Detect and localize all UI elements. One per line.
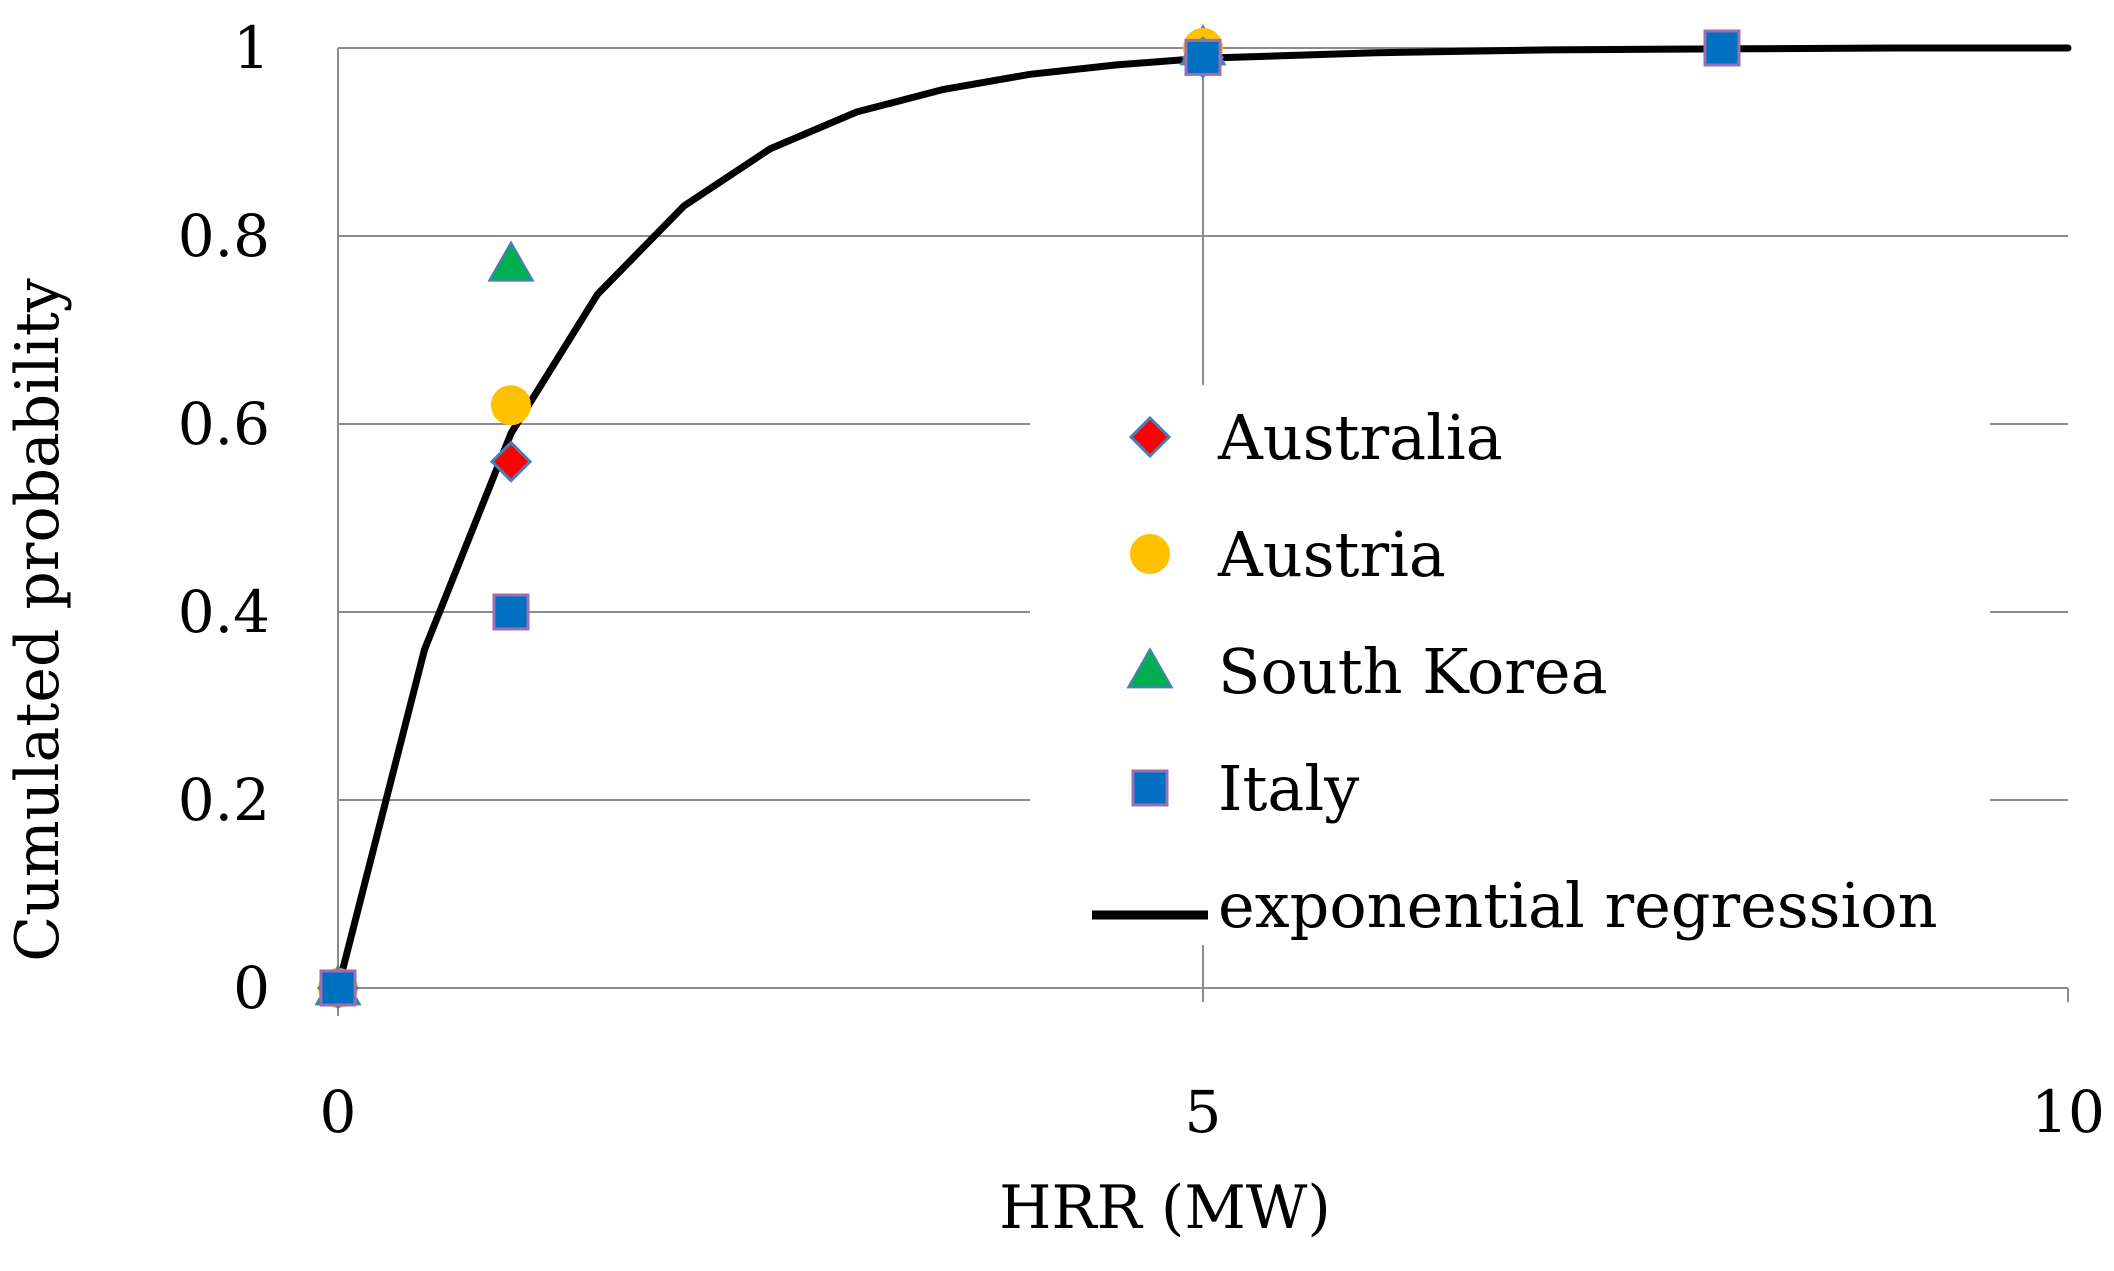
marker-south-korea bbox=[487, 240, 535, 282]
legend-label-south-korea: South Korea bbox=[1218, 635, 1608, 708]
exponential-regression-line bbox=[334, 44, 2072, 992]
x-tick-label: 10 bbox=[2031, 1078, 2105, 1146]
regression-curve-layer bbox=[334, 44, 2072, 992]
y-tick-label: 0.6 bbox=[178, 390, 270, 458]
legend-label-exponential-regression: exponential regression bbox=[1218, 869, 1938, 942]
y-axis-title: Cumulated probability bbox=[3, 278, 73, 962]
legend-swatch-austria bbox=[1130, 534, 1170, 574]
y-tick-label: 0 bbox=[233, 954, 270, 1022]
legend-swatch-italy bbox=[1131, 769, 1169, 807]
legend-label-austria: Austria bbox=[1217, 518, 1446, 591]
marker-italy bbox=[1703, 29, 1741, 67]
y-tick-label: 0.8 bbox=[178, 202, 270, 270]
y-tick-label: 0.2 bbox=[178, 766, 270, 834]
marker-italy bbox=[319, 969, 357, 1007]
legend-label-italy: Italy bbox=[1218, 752, 1359, 825]
legend-label-australia: Australia bbox=[1217, 401, 1503, 474]
x-axis-title: HRR (MW) bbox=[999, 1173, 1331, 1243]
marker-austria bbox=[491, 385, 531, 426]
x-tick-label: 0 bbox=[320, 1078, 357, 1146]
legend-background bbox=[1030, 385, 1990, 945]
marker-italy bbox=[1184, 38, 1222, 76]
y-tick-label: 1 bbox=[233, 14, 270, 82]
x-tick-label: 5 bbox=[1185, 1078, 1222, 1146]
legend-swatch-australia bbox=[1128, 415, 1172, 459]
legend-box bbox=[1030, 385, 1990, 945]
marker-australia bbox=[489, 440, 533, 483]
data-markers bbox=[314, 24, 1741, 1010]
legend: Australia Austria South Korea Italy exponent… bbox=[1092, 401, 1938, 942]
marker-italy bbox=[492, 593, 530, 631]
y-tick-label: 0.4 bbox=[178, 578, 270, 646]
tick-labels: 00.20.40.60.810 5 10 bbox=[178, 14, 2105, 1146]
legend-swatch-south-korea bbox=[1126, 647, 1174, 689]
